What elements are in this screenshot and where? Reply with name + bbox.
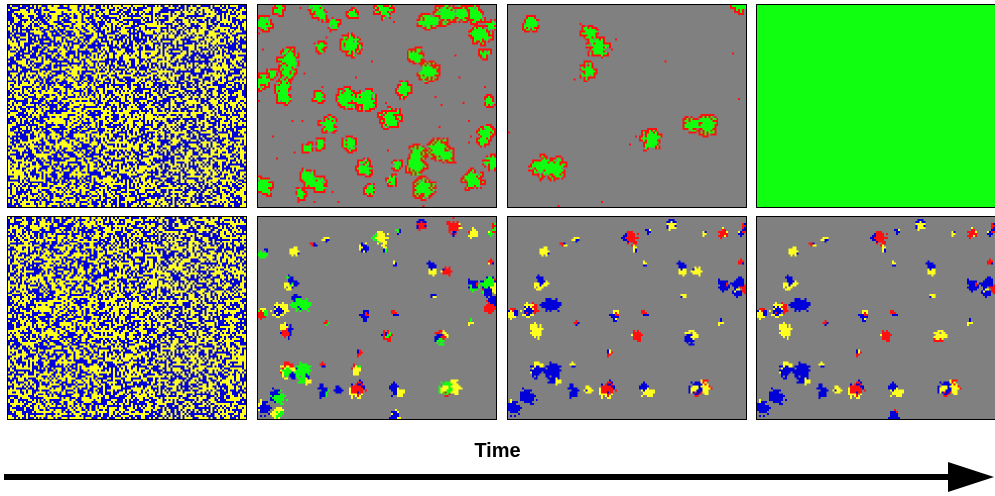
lattice-panel-row2-stage2 bbox=[257, 216, 497, 420]
time-axis-label: Time bbox=[474, 440, 521, 462]
lattice-panel-row2-stage1 bbox=[7, 216, 247, 420]
lattice-panel-row1-stage2 bbox=[257, 4, 497, 208]
lattice-panel-row2-stage4 bbox=[756, 216, 995, 420]
time-arrow-icon bbox=[4, 462, 994, 492]
lattice-panel-row1-stage4 bbox=[756, 4, 995, 208]
lattice-panel-row1-stage1 bbox=[7, 4, 247, 208]
lattice-panel-row2-stage3 bbox=[507, 216, 747, 420]
lattice-panel-row1-stage3 bbox=[507, 4, 747, 208]
time-arrow-head bbox=[948, 462, 994, 492]
